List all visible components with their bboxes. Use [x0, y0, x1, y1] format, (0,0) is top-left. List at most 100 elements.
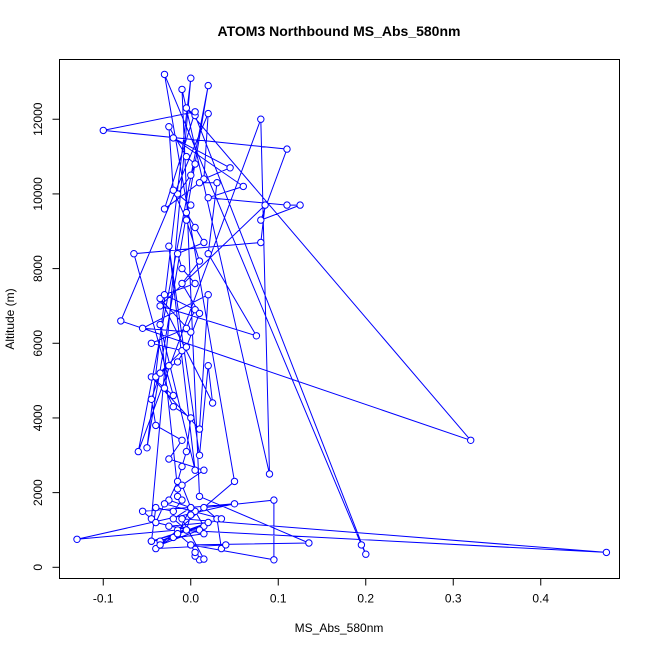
data-point	[160, 291, 169, 299]
data-point	[270, 496, 278, 504]
data-point	[169, 507, 178, 515]
data-point	[147, 339, 156, 347]
x-tick-label: 0.4	[532, 592, 549, 606]
data-point	[165, 455, 173, 463]
data-point	[208, 399, 217, 407]
data-point	[239, 182, 248, 191]
data-point	[182, 324, 191, 332]
data-point	[169, 515, 178, 523]
data-point	[73, 535, 81, 543]
y-tick-label: 8000	[31, 255, 45, 282]
data-point	[222, 541, 230, 549]
data-point	[187, 74, 195, 82]
y-axis-label: Altitude (m)	[3, 288, 17, 349]
x-tick-label: 0.2	[357, 592, 374, 606]
x-tick-label: 0.1	[270, 592, 287, 606]
data-point	[169, 186, 178, 194]
y-tick-label: 2000	[31, 479, 45, 506]
data-point	[204, 194, 212, 202]
data-point	[187, 511, 195, 519]
data-point	[182, 526, 191, 534]
data-point	[178, 436, 186, 444]
data-point	[165, 123, 173, 131]
data-point	[156, 541, 164, 549]
data-point	[160, 384, 169, 392]
data-point	[173, 250, 182, 258]
data-point	[283, 145, 291, 153]
data-point	[226, 164, 234, 172]
data-point	[191, 279, 199, 288]
data-point	[182, 208, 191, 217]
data-point	[187, 541, 195, 549]
data-point	[187, 171, 195, 179]
data-point	[305, 539, 313, 547]
data-point	[261, 201, 269, 209]
y-tick-label: 6000	[31, 330, 45, 357]
data-point	[213, 179, 221, 187]
data-point	[147, 395, 156, 403]
data-point	[200, 555, 208, 563]
data-point	[191, 223, 199, 232]
x-axis-label: MS_Abs_580nm	[295, 621, 384, 635]
data-point	[195, 451, 204, 459]
data-point	[178, 496, 186, 504]
data-point	[187, 201, 195, 209]
data-point	[130, 250, 138, 258]
data-point	[191, 160, 199, 168]
series-line	[76, 74, 607, 561]
data-point	[178, 481, 186, 489]
data-point	[173, 530, 182, 538]
data-point	[182, 447, 191, 456]
data-point	[200, 503, 208, 512]
data-point	[160, 500, 169, 508]
data-point	[169, 391, 178, 400]
x-tick-label: -0.1	[93, 592, 114, 606]
data-point	[182, 343, 191, 351]
data-point	[467, 436, 475, 444]
data-point	[178, 462, 186, 471]
data-point	[147, 537, 156, 545]
data-point	[99, 126, 108, 135]
data-point	[257, 115, 265, 123]
x-axis: -0.1 0.0 0.1 0.2 0.3 0.4	[93, 578, 549, 606]
data-point	[204, 291, 212, 299]
data-point	[230, 477, 239, 486]
data-point	[187, 503, 195, 512]
data-point	[191, 466, 199, 474]
data-point	[195, 257, 204, 265]
data-point	[357, 541, 366, 549]
data-point	[200, 530, 208, 538]
data-point	[257, 216, 265, 224]
data-point	[204, 362, 212, 370]
data-point	[283, 201, 291, 209]
data-point	[204, 81, 212, 90]
y-tick-label: 4000	[31, 404, 45, 431]
data-point	[173, 358, 182, 366]
data-point	[204, 518, 212, 527]
data-point	[143, 444, 151, 452]
y-tick-label: 10000	[31, 177, 45, 211]
data-point	[195, 179, 204, 187]
data-point	[217, 515, 226, 523]
data-point	[178, 264, 186, 273]
data-point	[152, 421, 160, 430]
data-point	[296, 201, 304, 209]
data-point	[195, 492, 204, 501]
data-point	[187, 414, 195, 422]
data-point	[165, 522, 173, 530]
chart-title: ATOM3 Northbound MS_Abs_580nm	[218, 23, 461, 39]
data-point	[165, 242, 173, 250]
data-point	[195, 425, 204, 433]
data-point	[191, 108, 199, 116]
data-point	[169, 403, 178, 411]
y-axis: 0 2000 4000 6000 8000 10000 12000	[31, 102, 60, 571]
data-point	[230, 500, 239, 508]
data-point	[156, 302, 164, 310]
data-point	[160, 70, 169, 79]
data-point	[165, 362, 173, 370]
data-point	[195, 309, 204, 318]
data-point	[138, 507, 147, 515]
data-point	[362, 550, 370, 558]
data-point	[134, 447, 143, 456]
